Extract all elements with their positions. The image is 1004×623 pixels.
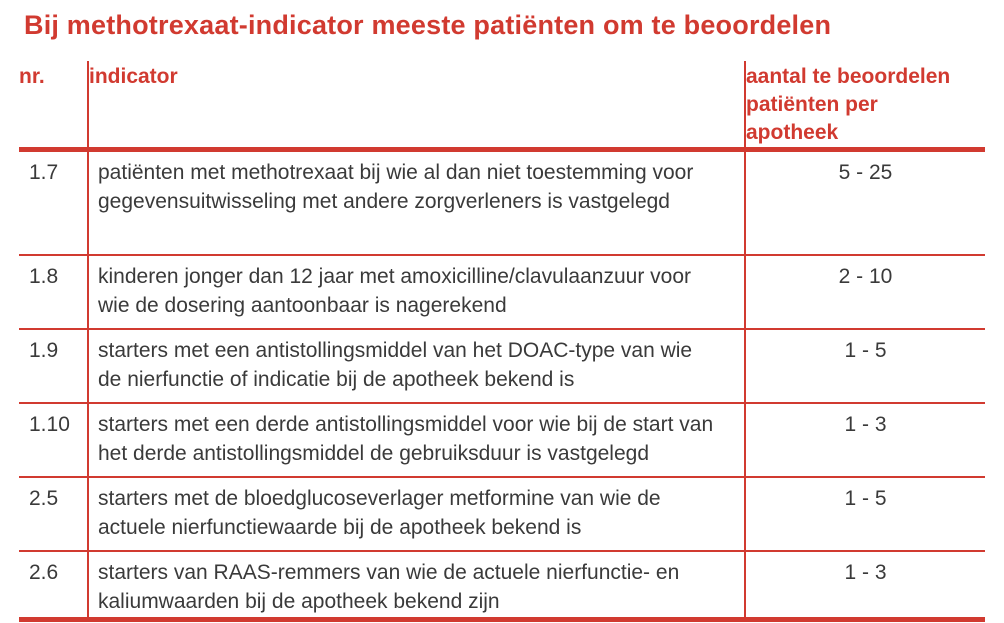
column-header-aantal-label: aantal te beoordelen patiënten per apoth… [746,65,951,144]
cell-aantal: 1 - 3 [744,402,985,477]
table-row: 1.8 kinderen jonger dan 12 jaar met amox… [19,254,985,329]
column-header-nr: nr. [19,61,88,152]
cell-nr: 1.10 [19,402,88,477]
cell-aantal: 1 - 3 [744,550,985,622]
table-header: nr. indicator aantal te beoordelen patië… [19,61,985,152]
header-row: nr. indicator aantal te beoordelen patië… [19,61,985,152]
column-header-aantal: aantal te beoordelen patiënten per apoth… [744,61,985,152]
cell-nr: 2.5 [19,476,88,551]
column-header-indicator: indicator [87,61,745,152]
cell-aantal: 1 - 5 [744,328,985,403]
cell-aantal: 1 - 5 [744,476,985,551]
table-body: 1.7 patiënten met methotrexaat bij wie a… [19,148,985,622]
table-row: 1.9 starters met een antistollingsmiddel… [19,328,985,403]
cell-nr: 1.7 [19,148,88,255]
table-row: 2.5 starters met de bloedglucoseverlager… [19,476,985,551]
cell-indicator: kinderen jonger dan 12 jaar met amoxicil… [87,254,745,329]
cell-aantal: 2 - 10 [744,254,985,329]
indicator-table: nr. indicator aantal te beoordelen patië… [19,61,985,622]
cell-indicator: starters met een derde antistollingsmidd… [87,402,745,477]
table-row: 1.10 starters met een derde antistolling… [19,402,985,477]
table-row: 2.6 starters van RAAS-remmers van wie de… [19,550,985,622]
cell-indicator: starters met de bloedglucoseverlager met… [87,476,745,551]
cell-indicator: patiënten met methotrexaat bij wie al da… [87,148,745,255]
cell-indicator: starters van RAAS-remmers van wie de act… [87,550,745,622]
cell-indicator: starters met een antistollingsmiddel van… [87,328,745,403]
page-title: Bij methotrexaat-indicator meeste patiën… [24,10,832,40]
table-row: 1.7 patiënten met methotrexaat bij wie a… [19,148,985,255]
cell-nr: 1.9 [19,328,88,403]
cell-nr: 1.8 [19,254,88,329]
cell-aantal: 5 - 25 [744,148,985,255]
cell-nr: 2.6 [19,550,88,622]
